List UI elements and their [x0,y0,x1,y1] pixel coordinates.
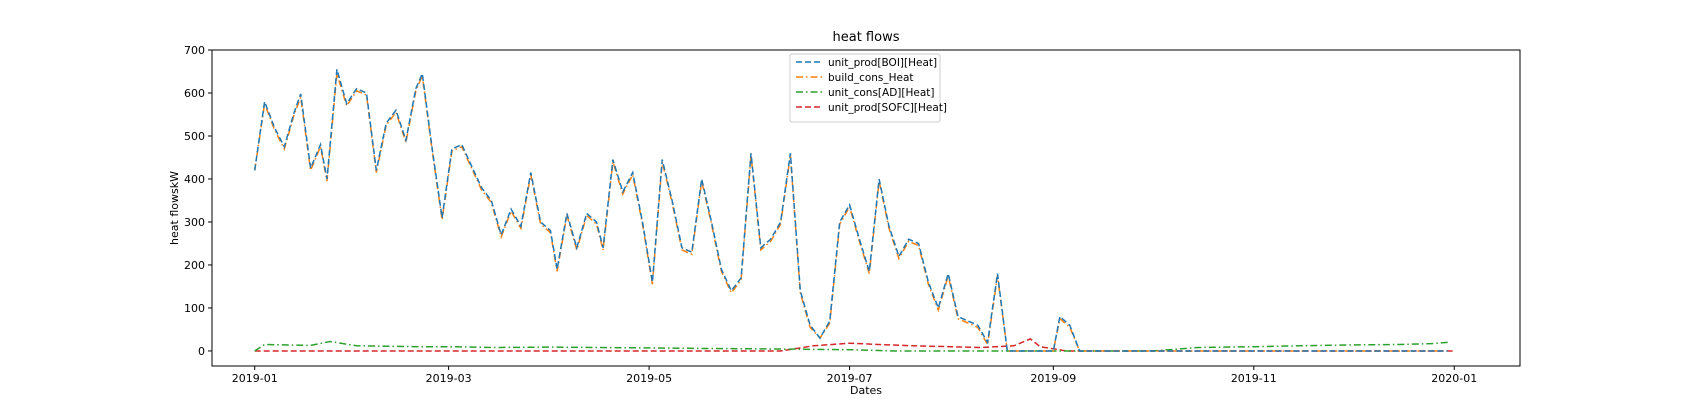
x-tick-label: 2019-09 [1030,372,1076,385]
plot-frame [211,49,1521,367]
x-tick-label: 2019-11 [1231,372,1277,385]
x-axis-ticks: 2019-01 2019-03 2019-05 2019-07 2019-09 2019-… [232,366,1477,385]
y-tick-label: 200 [184,259,205,272]
x-tick-label: 2019-03 [426,372,472,385]
series-line-0 [253,69,1448,352]
y-tick-label: 300 [184,216,205,229]
series-layer [253,69,1455,352]
legend-label: unit_prod[BOI][Heat] [828,57,937,69]
chart-title: heat flows [833,30,900,45]
y-tick-label: 500 [184,130,205,143]
y-tick-label: 0 [198,345,205,358]
y-tick-label: 400 [184,173,205,186]
legend-box [789,53,941,123]
x-tick-label: 2019-01 [232,372,278,385]
y-tick-label: 700 [184,44,205,57]
x-axis-label: Dates [850,384,882,397]
x-tick-label: 2019-05 [626,372,672,385]
y-tick-label: 100 [184,302,205,315]
series-line-2 [254,340,1448,352]
legend: unit_prod[BOI][Heat] build_cons_Heat unit_… [789,53,947,123]
x-tick-label: 2019-07 [827,372,873,385]
legend-items: unit_prod[BOI][Heat] build_cons_Heat unit_… [796,57,947,114]
y-axis-label: heat flowskW [168,171,181,245]
legend-label: unit_cons[AD][Heat] [828,87,934,99]
x-tick-label: 2020-01 [1431,372,1477,385]
y-tick-label: 600 [184,87,205,100]
legend-label: build_cons_Heat [828,72,914,84]
y-axis-ticks: 0 100 200 300 400 500 600 700 [184,44,212,358]
legend-label: unit_prod[SOFC][Heat] [828,102,947,114]
